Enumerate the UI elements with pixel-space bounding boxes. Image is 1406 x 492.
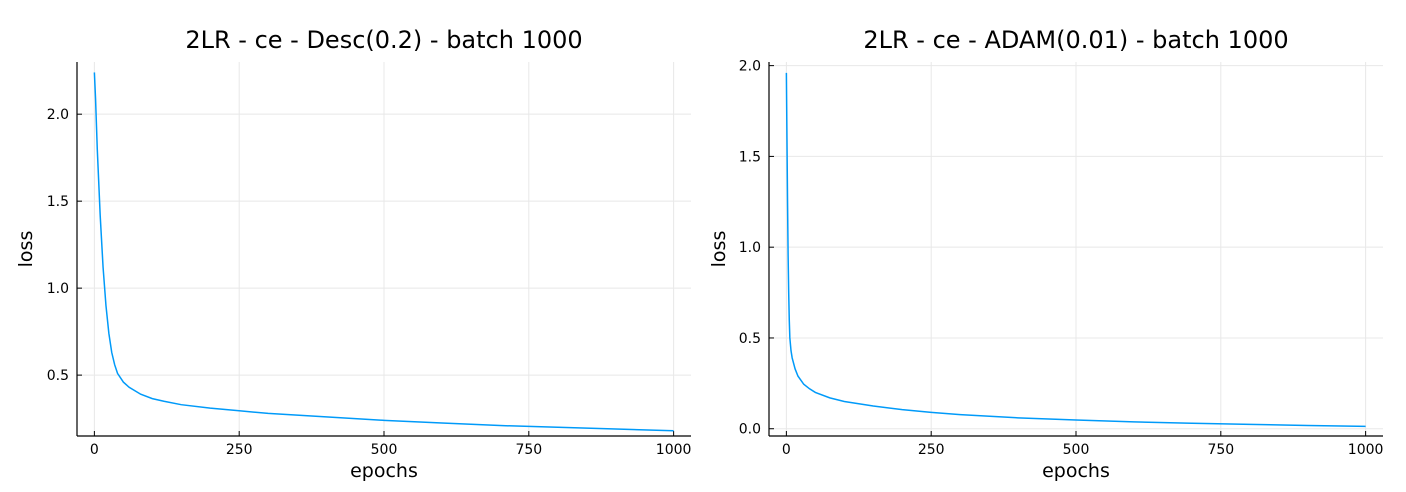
chart-desc: 2LR - ce - Desc(0.2) - batch 1000 0 250 50…: [15, 26, 691, 482]
y-tick-label: 0.0: [739, 422, 761, 438]
x-tick-label: 750: [1207, 442, 1234, 458]
x-axis-label: epochs: [350, 460, 418, 482]
chart-title: 2LR - ce - ADAM(0.01) - batch 1000: [863, 26, 1288, 54]
grid: [769, 62, 1383, 436]
y-axis-label: loss: [15, 231, 37, 268]
x-axis-label: epochs: [1042, 460, 1110, 482]
x-tick-label: 0: [782, 442, 791, 458]
y-ticks: 0.5 1.0 1.5 2.0: [47, 107, 82, 384]
y-axis: 0.5 1.0 1.5 2.0 loss: [15, 62, 82, 436]
x-ticks: 0 250 500 750 1000: [90, 431, 692, 458]
chart-title: 2LR - ce - Desc(0.2) - batch 1000: [185, 26, 582, 54]
x-tick-label: 1000: [656, 442, 692, 458]
chart-adam: 2LR - ce - ADAM(0.01) - batch 1000 0 250 5…: [708, 26, 1383, 482]
x-axis: 0 250 500 750 1000 epochs: [769, 431, 1383, 482]
x-tick-label: 1000: [1348, 442, 1384, 458]
x-tick-label: 750: [515, 442, 542, 458]
x-tick-label: 500: [371, 442, 398, 458]
x-tick-label: 250: [226, 442, 253, 458]
x-axis: 0 250 500 750 1000 epochs: [77, 431, 691, 482]
y-tick-label: 1.5: [47, 194, 69, 210]
x-ticks: 0 250 500 750 1000: [782, 431, 1384, 458]
y-tick-label: 0.5: [47, 368, 69, 384]
grid: [77, 62, 691, 436]
x-tick-label: 250: [918, 442, 945, 458]
y-tick-label: 2.0: [739, 59, 761, 75]
x-tick-label: 500: [1063, 442, 1090, 458]
y-tick-label: 0.5: [739, 331, 761, 347]
y-tick-label: 1.0: [47, 281, 69, 297]
y-tick-label: 1.0: [739, 240, 761, 256]
y-axis: 0.0 0.5 1.0 1.5 2.0 loss: [708, 59, 774, 438]
y-tick-label: 2.0: [47, 107, 69, 123]
y-tick-label: 1.5: [739, 149, 761, 165]
series-line-loss: [785, 72, 1366, 428]
x-tick-label: 0: [90, 442, 99, 458]
series-line-loss: [93, 72, 674, 432]
y-ticks: 0.0 0.5 1.0 1.5 2.0: [739, 59, 774, 438]
y-axis-label: loss: [708, 231, 730, 268]
